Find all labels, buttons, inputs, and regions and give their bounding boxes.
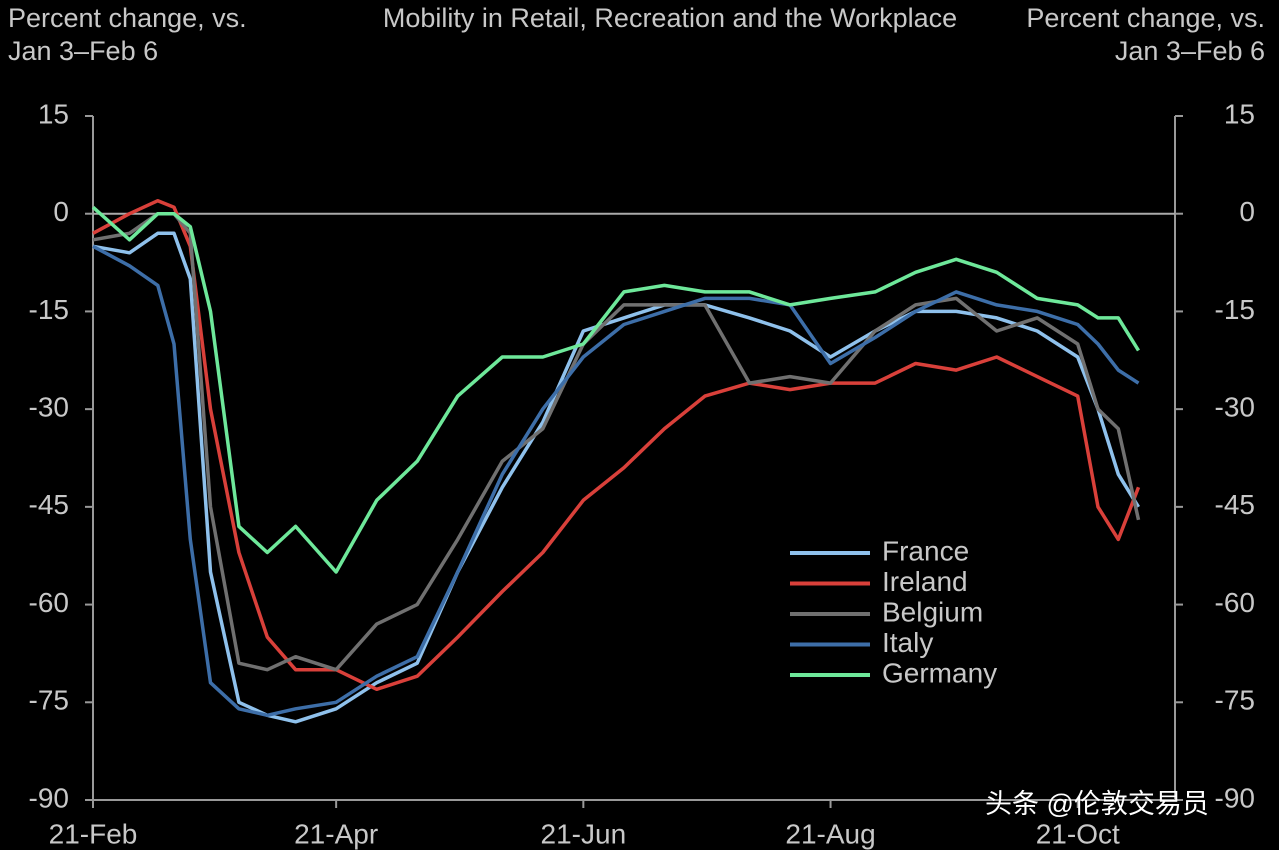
x-tick-label: 21-Oct [1036,818,1120,849]
y-tick-label: 0 [53,196,69,227]
legend-label: Italy [882,627,933,658]
x-tick-label: 21-Aug [785,818,875,849]
series-line [92,244,1140,718]
legend-label: Ireland [882,566,968,597]
y2-tick-label: 0 [1239,196,1255,227]
y2-tick-label: -60 [1215,587,1255,618]
series-line [92,198,1141,692]
x-tick-label: 21-Jun [541,818,627,849]
series-line [92,231,1140,724]
x-tick-label: 21-Apr [294,818,378,849]
legend-label: Belgium [882,596,983,627]
y2-tick-label: -15 [1215,294,1255,325]
watermark: 头条 @伦敦交易员 [985,789,1209,819]
legend-label: France [882,535,969,566]
chart-title: Mobility in Retail, Recreation and the W… [382,3,958,33]
y2-tick-label: -45 [1215,489,1255,520]
y-tick-label: -45 [29,489,69,520]
legend-label: Germany [882,657,997,688]
y-tick-label: -15 [29,294,69,325]
y-tick-label: -30 [29,392,69,423]
y-axis-label: Percent change, vs. Jan 3–Feb 6 [8,3,247,66]
y2-tick-label: -90 [1215,782,1255,813]
y-tick-label: -60 [29,587,69,618]
y-tick-label: 15 [38,98,69,129]
x-tick-label: 21-Feb [49,818,138,849]
y2-tick-label: -30 [1215,392,1255,423]
y2-axis-label: Percent change, vs. Jan 3–Feb 6 [1026,3,1265,66]
series-line [91,205,1140,574]
y2-tick-label: 15 [1224,98,1255,129]
y2-tick-label: -75 [1215,685,1255,716]
y-tick-label: -90 [29,782,69,813]
y-tick-label: -75 [29,685,69,716]
